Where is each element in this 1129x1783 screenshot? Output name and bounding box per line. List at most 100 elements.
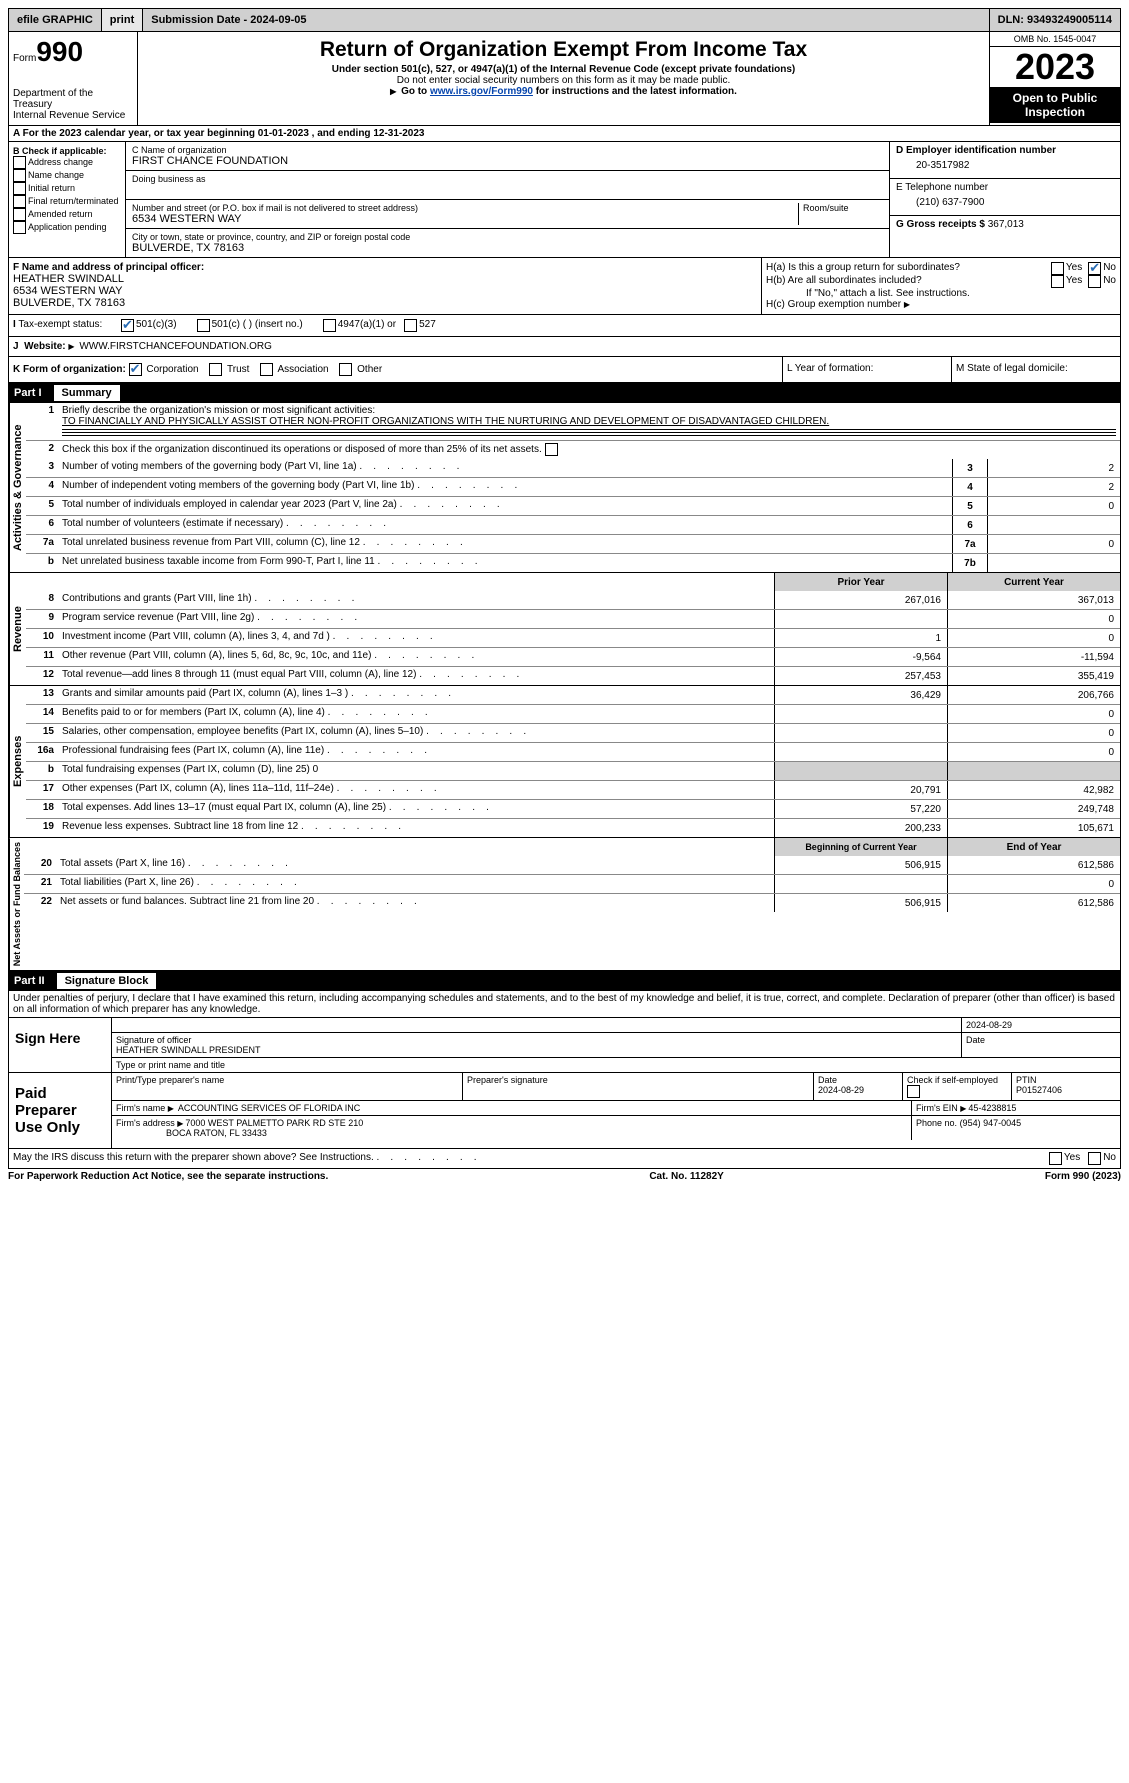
arrow-icon <box>168 1103 176 1113</box>
self-emp-check[interactable] <box>907 1085 920 1098</box>
dln: DLN: 93493249005114 <box>990 9 1120 31</box>
prep-sig-head: Preparer's signature <box>463 1073 814 1100</box>
cat-no: Cat. No. 11282Y <box>649 1171 723 1182</box>
row-a: A For the 2023 calendar year, or tax yea… <box>8 126 1121 142</box>
discuss-yes[interactable] <box>1049 1152 1062 1165</box>
header-right: OMB No. 1545-0047 2023 Open to Public In… <box>989 32 1120 125</box>
sign-date: 2024-08-29 <box>962 1018 1120 1032</box>
form-ref: Form 990 (2023) <box>1045 1171 1121 1182</box>
corp-check[interactable] <box>129 363 142 376</box>
subtitle-2: Do not enter social security numbers on … <box>142 75 985 86</box>
ha-no[interactable] <box>1088 262 1101 275</box>
rev-label: Revenue <box>9 573 26 685</box>
rev-line-10: 10 Investment income (Part VIII, column … <box>26 628 1120 647</box>
chk-final[interactable]: Final return/terminated <box>13 195 121 208</box>
sec-expenses: Expenses 13 Grants and similar amounts p… <box>8 686 1121 838</box>
hb-note: If "No," attach a list. See instructions… <box>766 288 1116 299</box>
header-mid: Return of Organization Exempt From Incom… <box>138 32 989 125</box>
begin-year-head: Beginning of Current Year <box>774 838 947 856</box>
submission-date: Submission Date - 2024-09-05 <box>143 9 989 31</box>
box-klm: K Form of organization: Corporation Trus… <box>8 357 1121 383</box>
self-employed: Check if self-employed <box>903 1073 1012 1100</box>
box-b-label: B Check if applicable: <box>13 146 121 156</box>
paperwork-notice: For Paperwork Reduction Act Notice, see … <box>8 1171 328 1182</box>
city: BULVERDE, TX 78163 <box>132 242 883 254</box>
efile-label: efile GRAPHIC <box>9 9 102 31</box>
irs-label: Internal Revenue Service <box>13 110 133 121</box>
form-header: Form990 Department of the Treasury Inter… <box>8 32 1121 126</box>
exp-label: Expenses <box>9 686 26 837</box>
box-h: H(a) Is this a group return for subordin… <box>762 258 1120 314</box>
501c-check[interactable] <box>197 319 210 332</box>
trust-check[interactable] <box>209 363 222 376</box>
exp-line-19: 19 Revenue less expenses. Subtract line … <box>26 818 1120 837</box>
exp-line-17: 17 Other expenses (Part IX, column (A), … <box>26 780 1120 799</box>
section-b-g: B Check if applicable: Address change Na… <box>8 142 1121 258</box>
topbar: efile GRAPHIC print Submission Date - 20… <box>8 8 1121 32</box>
hb-yes[interactable] <box>1051 275 1064 288</box>
public-inspection: Open to Public Inspection <box>990 87 1120 123</box>
line-2: Check this box if the organization disco… <box>58 441 1120 459</box>
name-title-label: Type or print name and title <box>112 1058 1120 1072</box>
net-label: Net Assets or Fund Balances <box>9 838 24 970</box>
form-number: 990 <box>36 36 83 67</box>
chk-pending[interactable]: Application pending <box>13 221 121 234</box>
assoc-check[interactable] <box>260 363 273 376</box>
sec-revenue: Revenue Prior Year Current Year 8 Contri… <box>8 573 1121 686</box>
city-label: City or town, state or province, country… <box>132 232 883 242</box>
gov-label: Activities & Governance <box>9 403 26 572</box>
officer-city: BULVERDE, TX 78163 <box>13 297 757 309</box>
hb-no[interactable] <box>1088 275 1101 288</box>
exp-line-b: b Total fundraising expenses (Part IX, c… <box>26 761 1120 780</box>
rev-line-12: 12 Total revenue—add lines 8 through 11 … <box>26 666 1120 685</box>
footer: For Paperwork Reduction Act Notice, see … <box>8 1169 1121 1182</box>
firm-addr2: BOCA RATON, FL 33433 <box>166 1128 267 1138</box>
dba-label: Doing business as <box>132 174 883 184</box>
gov-line-7a: 7a Total unrelated business revenue from… <box>26 534 1120 553</box>
phone-label: E Telephone number <box>896 182 1114 193</box>
part1-header: Part I Summary <box>8 383 1121 403</box>
org-name: FIRST CHANCE FOUNDATION <box>132 155 883 167</box>
ha-label: H(a) Is this a group return for subordin… <box>766 262 1051 275</box>
gross-label: G Gross receipts $ <box>896 219 985 230</box>
4947-check[interactable] <box>323 319 336 332</box>
chk-initial[interactable]: Initial return <box>13 182 121 195</box>
omb-number: OMB No. 1545-0047 <box>990 32 1120 47</box>
box-i: I Tax-exempt status: 501(c)(3) 501(c) ( … <box>8 315 1121 337</box>
discuss-no[interactable] <box>1088 1152 1101 1165</box>
header-left: Form990 Department of the Treasury Inter… <box>9 32 138 125</box>
chk-amended[interactable]: Amended return <box>13 208 121 221</box>
street: 6534 WESTERN WAY <box>132 213 798 225</box>
discontinued-check[interactable] <box>545 443 558 456</box>
ein-label: D Employer identification number <box>896 145 1114 156</box>
chk-name[interactable]: Name change <box>13 169 121 182</box>
prep-name-head: Print/Type preparer's name <box>112 1073 463 1100</box>
net-line-22: 22 Net assets or fund balances. Subtract… <box>24 893 1120 912</box>
current-year-head: Current Year <box>947 573 1120 591</box>
net-line-21: 21 Total liabilities (Part X, line 26) 0 <box>24 874 1120 893</box>
ha-yes[interactable] <box>1051 262 1064 275</box>
501c3-check[interactable] <box>121 319 134 332</box>
form-label: Form <box>13 53 36 64</box>
firm-addr1: 7000 WEST PALMETTO PARK RD STE 210 <box>185 1118 363 1128</box>
dept-treasury: Department of the Treasury <box>13 88 133 110</box>
phone: (210) 637-7900 <box>896 193 1114 212</box>
org-name-label: C Name of organization <box>132 145 883 155</box>
section-f-h: F Name and address of principal officer:… <box>8 258 1121 315</box>
irs-link[interactable]: www.irs.gov/Form990 <box>430 86 533 97</box>
form-org-label: K Form of organization: <box>13 364 126 375</box>
other-check[interactable] <box>339 363 352 376</box>
part1-title: Part I <box>14 387 54 399</box>
part1-sub: Summary <box>54 385 120 401</box>
room-label: Room/suite <box>803 203 883 213</box>
chk-address[interactable]: Address change <box>13 156 121 169</box>
print-button[interactable]: print <box>102 9 143 31</box>
tax-year: 2023 <box>990 47 1120 87</box>
exp-line-14: 14 Benefits paid to or for members (Part… <box>26 704 1120 723</box>
net-line-20: 20 Total assets (Part X, line 16) 506,91… <box>24 856 1120 874</box>
sec-net-assets: Net Assets or Fund Balances Beginning of… <box>8 838 1121 971</box>
hb-label: H(b) Are all subordinates included? <box>766 275 1051 288</box>
officer-sig-name: HEATHER SWINDALL PRESIDENT <box>116 1045 957 1055</box>
box-m: M State of legal domicile: <box>951 357 1120 382</box>
527-check[interactable] <box>404 319 417 332</box>
